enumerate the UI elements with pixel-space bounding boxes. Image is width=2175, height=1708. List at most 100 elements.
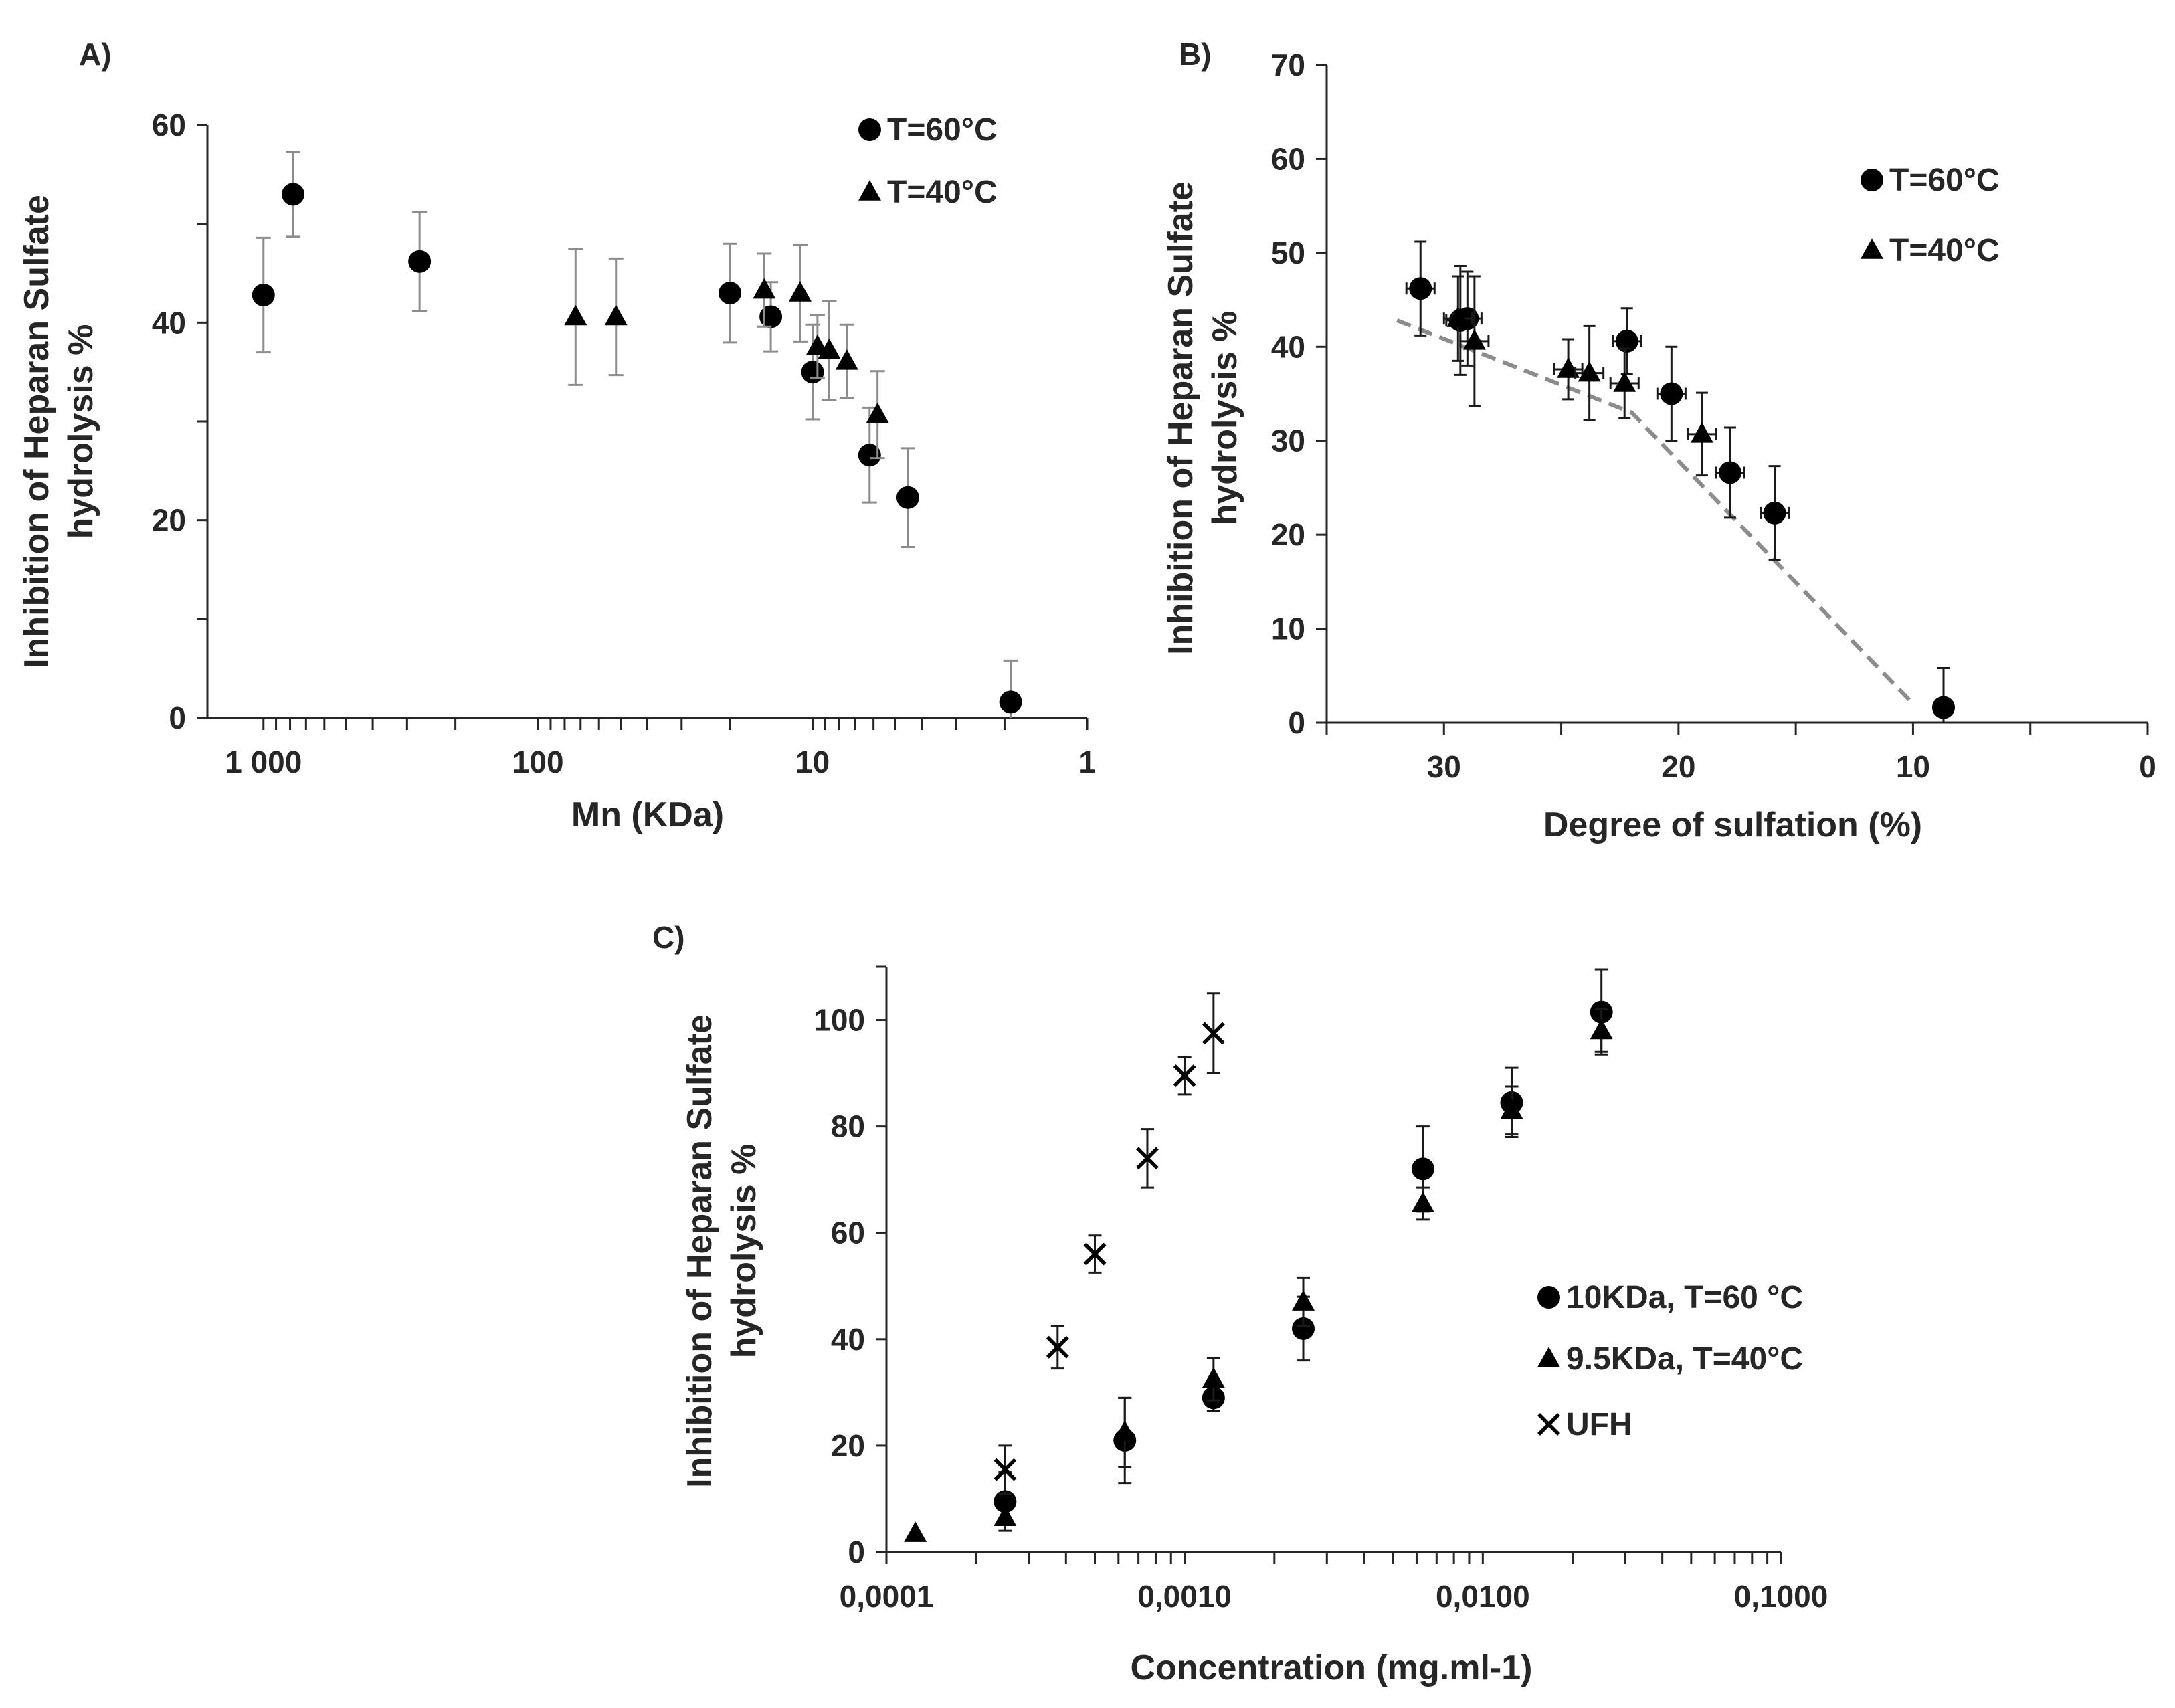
data-point-circle [282,183,305,206]
data-point-triangle [604,304,628,326]
legend-label: 9.5KDa, T=40°C [1566,1341,1803,1377]
panel-label: A) [79,37,112,72]
legend-label: T=40°C [1889,233,2000,268]
x-tick-label: 0 [2139,749,2156,784]
y-tick-label: 10 [1271,611,1305,646]
data-point-circle [1615,329,1638,353]
x-tick-label: 20 [1661,749,1695,784]
data-point-triangle [1113,1420,1137,1441]
data-point-circle [1718,461,1741,484]
data-point-triangle [1411,1192,1434,1212]
y-tick-label: 60 [831,1216,865,1250]
data-point-circle [1411,1157,1434,1181]
data-point-x [994,1458,1017,1481]
x-tick-label: 10 [1896,749,1930,784]
legend-marker-x [1537,1413,1560,1436]
data-point-circle [858,444,881,467]
x-axis-label: Mn (KDa) [571,795,724,834]
legend-marker-triangle [858,180,881,201]
x-tick-label: 30 [1427,749,1461,784]
data-point-triangle [1446,306,1470,327]
data-point-triangle [753,278,776,299]
data-point-triangle [1613,371,1636,392]
y-tick-label: 20 [1271,517,1305,552]
x-tick-label: 10 [795,745,830,779]
data-point-circle [896,486,919,509]
data-point-triangle [1292,1290,1315,1311]
data-point-triangle [788,281,812,302]
x-tick-label: 100 [512,745,564,779]
legend-label: T=60°C [1889,163,2000,198]
legend-marker-triangle [1861,238,1883,259]
x-tick-label: 1 000 [225,745,302,779]
y-tick-label: 0 [1288,705,1305,740]
legend-label: T=40°C [887,175,998,210]
trend-line [1396,318,1915,705]
y-tick-label: 40 [1271,329,1305,364]
y-tick-label: 80 [831,1109,865,1144]
legend-label: UFH [1566,1407,1632,1442]
x-tick-label: 0,0100 [1436,1579,1530,1614]
data-point-circle [801,361,824,384]
data-point-triangle [835,349,858,370]
y-axis-label-line2: hydrolysis % [62,324,100,539]
x-axis-label: Degree of sulfation (%) [1543,805,1922,844]
data-point-circle [1660,382,1683,405]
data-point-triangle [904,1521,927,1542]
data-point-triangle [994,1505,1017,1527]
y-tick-label: 40 [152,305,186,340]
data-point-triangle [564,304,587,326]
legend-label: 10KDa, T=60 °C [1566,1280,1803,1315]
y-tick-label: 70 [1271,48,1305,82]
data-point-triangle [1202,1367,1225,1388]
x-tick-label: 0,0001 [840,1579,934,1614]
y-axis-label-line2: hydrolysis % [1206,311,1244,526]
y-tick-label: 0 [848,1535,865,1570]
data-point-circle [994,1490,1017,1513]
chart-b: 0 10 20 30 40 50 60 70 30 20 10 0 B) Degree of sulfat… [1161,37,2156,844]
data-point-triangle [1462,329,1486,350]
data-point-triangle [1590,1018,1613,1040]
data-point-x [1046,1335,1069,1359]
x-tick-label: 1 [1078,745,1096,779]
legend-marker-circle [858,118,881,141]
y-axis-label-line1: Inhibition of Heparan Sulfate [1161,181,1200,655]
panel-label: C) [652,920,685,955]
y-axis-label-line1: Inhibition of Heparan Sulfate [17,195,56,668]
data-point-circle [759,305,783,328]
y-tick-label: 50 [1271,235,1305,270]
data-point-triangle [1690,422,1713,443]
data-point-x [1202,1022,1225,1045]
y-tick-label: 0 [169,700,186,735]
y-tick-label: 60 [1271,141,1305,176]
data-point-triangle [818,338,841,359]
data-point-circle [1932,696,1956,719]
y-tick-label: 60 [152,108,186,143]
y-axis-label-line2: hydrolysis % [725,1144,763,1359]
data-point-circle [1409,277,1432,300]
legend-label: T=60°C [887,112,998,148]
x-tick-label: 0,1000 [1734,1579,1828,1614]
legend-marker-triangle [1537,1347,1560,1367]
data-point-triangle [1578,361,1601,382]
data-point-circle [719,282,742,305]
data-point-triangle [866,402,889,423]
y-tick-label: 100 [814,1003,865,1038]
data-point-triangle [1557,357,1580,378]
x-tick-label: 0,0010 [1137,1579,1232,1614]
data-point-circle [999,690,1022,714]
y-tick-label: 40 [831,1322,865,1357]
y-tick-label: 30 [1271,423,1305,458]
data-point-circle [1763,501,1786,525]
data-point-circle [1292,1317,1315,1340]
y-tick-label: 20 [831,1428,865,1463]
data-point-circle [252,283,275,306]
chart-a: 0 20 40 60 1 000 100 10 1 A) Mn (KDa) Inhibition o… [17,37,1096,834]
panel-label: B) [1179,37,1212,72]
y-axis-label-line1: Inhibition of Heparan Sulfate [680,1014,719,1488]
chart-c: 0 20 40 60 80 100 0,0001 0,0010 0,0100 0,1000 C) Co… [652,920,1828,1687]
x-axis-label: Concentration (mg.ml-1) [1131,1648,1533,1687]
y-tick-label: 20 [152,503,186,538]
data-point-circle [408,250,432,273]
